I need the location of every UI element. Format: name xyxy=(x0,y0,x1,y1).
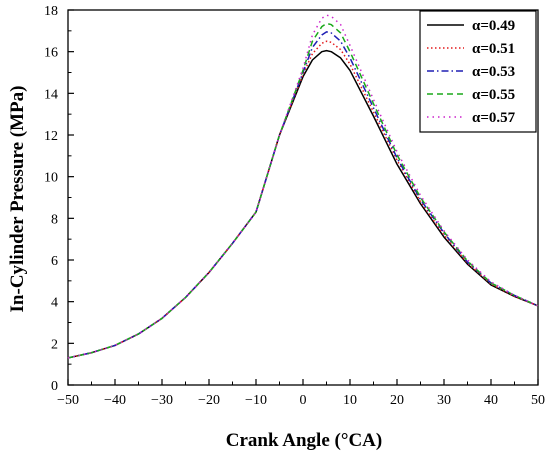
x-tick-label: 40 xyxy=(484,393,498,408)
x-tick-label: −20 xyxy=(198,393,220,408)
x-tick-label: 30 xyxy=(437,393,451,408)
legend-label-1: α=0.51 xyxy=(472,41,515,57)
legend-label-3: α=0.55 xyxy=(472,87,515,103)
y-tick-label: 16 xyxy=(44,46,58,61)
x-tick-label: 50 xyxy=(531,393,545,408)
x-tick-label: −50 xyxy=(57,393,79,408)
x-axis-title: Crank Angle (°CA) xyxy=(226,430,382,451)
y-tick-label: 8 xyxy=(51,212,58,227)
y-tick-label: 4 xyxy=(51,296,58,311)
y-tick-label: 18 xyxy=(44,4,58,19)
x-tick-label: −40 xyxy=(104,393,126,408)
y-tick-label: 6 xyxy=(51,254,58,269)
y-axis-title: In-Cylinder Pressure (MPa) xyxy=(7,86,28,313)
x-tick-label: 10 xyxy=(343,393,357,408)
legend-label-0: α=0.49 xyxy=(472,18,515,34)
axes: −50 −40 −30 −20 −10 0 10 20 30 40 50 0 2 4 6 8 10 12 14 16 1… xyxy=(44,4,545,408)
series-line-4 xyxy=(67,14,539,359)
legend-label-4: α=0.57 xyxy=(472,110,516,126)
legend-label-2: α=0.53 xyxy=(472,64,515,80)
x-tick-label: −30 xyxy=(151,393,173,408)
x-tick-label: −10 xyxy=(245,393,267,408)
y-tick-label: 14 xyxy=(44,87,58,102)
x-tick-label: 20 xyxy=(390,393,404,408)
y-tick-label: 10 xyxy=(44,171,58,186)
y-tick-label: 12 xyxy=(44,129,58,144)
series-layer xyxy=(67,14,539,359)
x-tick-label: 0 xyxy=(300,393,307,408)
legend: α=0.49 α=0.51 α=0.53 α=0.55 α=0.57 xyxy=(419,10,537,133)
legend-box xyxy=(419,10,537,133)
y-tick-label: 2 xyxy=(51,337,58,352)
y-tick-label: 0 xyxy=(51,379,58,394)
